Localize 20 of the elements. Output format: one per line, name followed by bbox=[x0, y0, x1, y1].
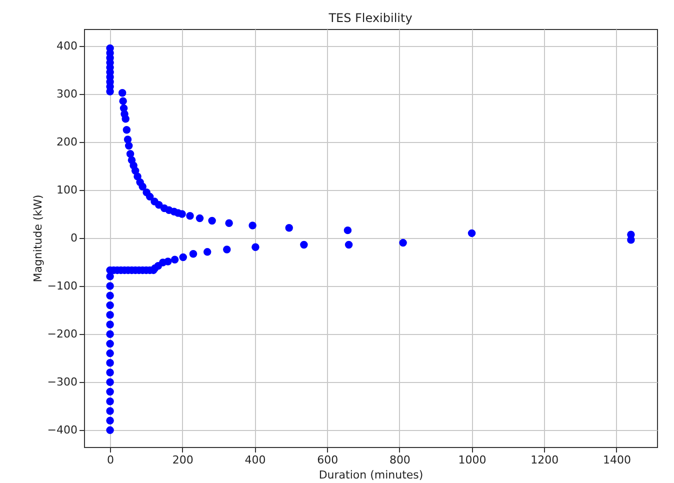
x-tick-label: 1200 bbox=[530, 454, 559, 466]
y-tick-label: 100 bbox=[56, 183, 78, 196]
x-tick-label: 1000 bbox=[458, 454, 486, 466]
x-tick-label: 600 bbox=[317, 454, 338, 466]
x-tick-label: 800 bbox=[389, 454, 410, 466]
y-tick-label: −200 bbox=[47, 328, 78, 341]
y-tick-label: 400 bbox=[56, 39, 78, 52]
y-tick-label: −400 bbox=[47, 424, 78, 437]
y-tick-label: 300 bbox=[56, 87, 78, 100]
y-tick-label: 0 bbox=[70, 232, 78, 244]
y-tick-label: −100 bbox=[47, 280, 78, 293]
x-tick-label: 1400 bbox=[602, 454, 631, 466]
x-tick-label: 400 bbox=[244, 454, 266, 466]
chart-title: TES Flexibility bbox=[328, 11, 412, 25]
y-tick-label: −300 bbox=[47, 376, 78, 389]
x-tick-label: 0 bbox=[107, 454, 114, 466]
y-axis-title: Magnitude (kW) bbox=[31, 194, 44, 282]
x-axis-title: Duration (minutes) bbox=[318, 468, 424, 482]
x-tick-label: 200 bbox=[172, 454, 194, 466]
y-tick-label: 200 bbox=[56, 135, 78, 148]
